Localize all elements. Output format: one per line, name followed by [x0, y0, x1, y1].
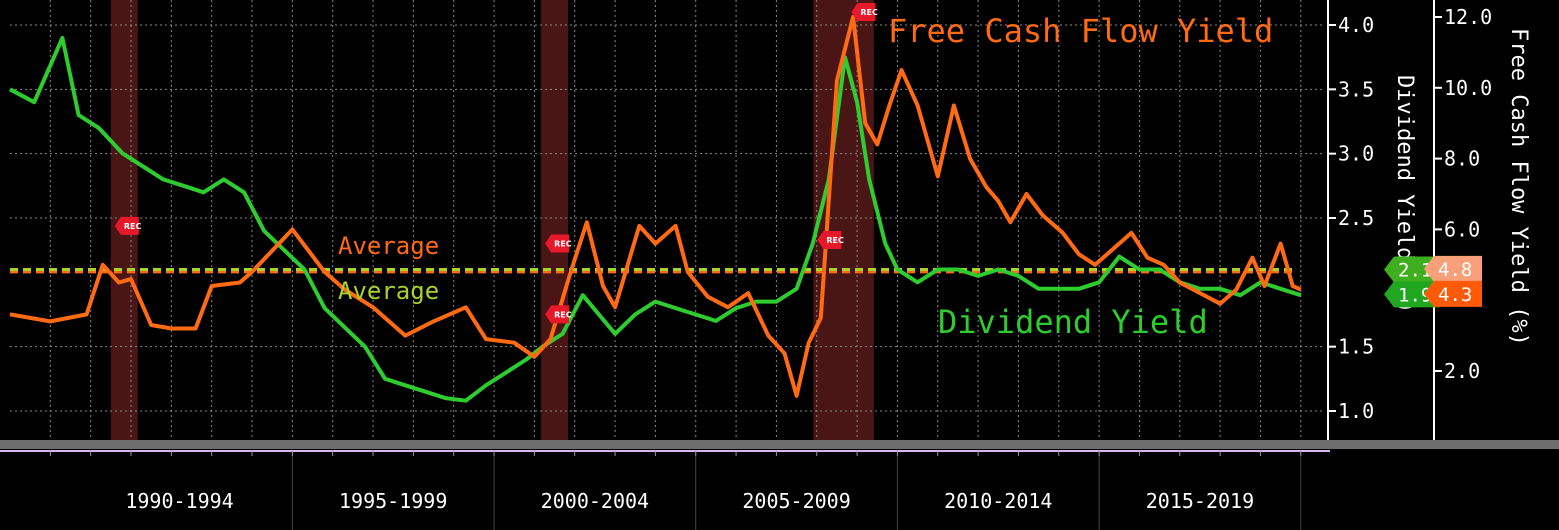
left-axis-tick-label: 2.5: [1338, 206, 1374, 230]
left-axis-tick-label: 4.0: [1338, 13, 1374, 37]
svg-text:2.1: 2.1: [1398, 259, 1432, 281]
recession-markers: REC REC REC REC REC: [114, 3, 878, 324]
average-lines: [10, 267, 1295, 274]
left-axis-tick-label: 3.5: [1338, 77, 1374, 101]
left-axis-tick-label: 3.0: [1338, 142, 1374, 166]
fcf-average-label: Average: [338, 232, 439, 260]
dividend-series-label: Dividend Yield: [938, 303, 1208, 341]
period-label: 2005-2009: [742, 489, 850, 513]
svg-text:REC: REC: [826, 236, 844, 245]
left-axis-tick-label: 1.5: [1338, 335, 1374, 359]
svg-text:4.3: 4.3: [1438, 284, 1472, 306]
right-axis-tick-label: 2.0: [1444, 359, 1480, 383]
svg-text:4.8: 4.8: [1438, 259, 1472, 281]
fcf-yield-line: [9, 15, 1302, 398]
right-axis-tick-label: 6.0: [1444, 217, 1480, 241]
period-label: 1995-1999: [339, 489, 447, 513]
svg-text:1.9: 1.9: [1398, 284, 1432, 306]
period-label: 2010-2014: [944, 489, 1052, 513]
dividend-yield-line: [9, 35, 1302, 403]
dividend-average-tag: 2.1: [1384, 256, 1440, 283]
right-axis-tick-label: 12.0: [1444, 5, 1492, 29]
series-lines: [9, 15, 1302, 403]
rec-marker: REC: [545, 305, 572, 324]
rec-marker: REC: [545, 234, 572, 253]
series-labels: Free Cash Flow Yield Dividend Yield Averag…: [338, 12, 1273, 341]
rec-marker: REC: [114, 216, 142, 235]
left-axis-tick-label: 1.0: [1338, 399, 1374, 423]
value-tags: 2.1 1.9 4.8 4.3: [1384, 255, 1482, 308]
svg-text:REC: REC: [124, 222, 142, 231]
period-axis: 1990-1994 1995-1999 2000-2004 2005-2009 2010…: [0, 440, 1559, 530]
dividend-last-tag: 1.9: [1384, 281, 1440, 308]
rec-marker: REC: [817, 231, 844, 250]
period-label: 2015-2019: [1146, 489, 1254, 513]
right-axis-tick-label: 10.0: [1444, 76, 1492, 100]
fcf-last-tag: 4.3: [1424, 280, 1482, 307]
svg-text:REC: REC: [554, 310, 572, 319]
right-axis-tick-label: 8.0: [1444, 147, 1480, 171]
period-label: 2000-2004: [541, 489, 649, 513]
rec-marker: REC: [851, 3, 878, 21]
bottom-scroll-strip: [0, 440, 1559, 449]
dividend-average-label: Average: [338, 277, 439, 305]
period-label: 1990-1994: [125, 489, 233, 513]
svg-text:REC: REC: [554, 240, 572, 249]
svg-text:REC: REC: [860, 8, 878, 17]
right-axis-title: Free Cash Flow Yield (%): [1506, 28, 1531, 346]
fcf-average-tag: 4.8: [1424, 255, 1482, 282]
fcf-series-label: Free Cash Flow Yield: [888, 12, 1273, 50]
recession-band: [541, 0, 569, 440]
